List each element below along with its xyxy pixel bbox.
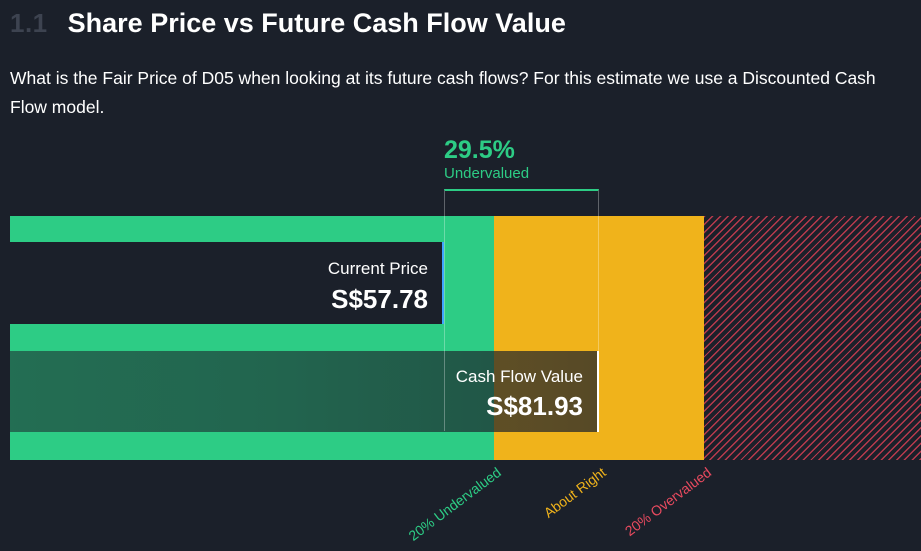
current-price-bar (10, 242, 444, 324)
difference-caption: Undervalued (444, 165, 530, 182)
section-description: What is the Fair Price of D05 when looki… (10, 68, 876, 117)
current-price-value: S$57.78 (331, 284, 428, 314)
difference-bracket (444, 189, 599, 431)
about-right-zone-label: About Right (540, 464, 609, 521)
undervalued-zone-label: 20% Undervalued (405, 464, 504, 544)
difference-label: 29.5% Undervalued (444, 135, 529, 183)
difference-percent: 29.5% (444, 136, 515, 164)
overvalued-zone-label: 20% Overvalued (622, 464, 715, 540)
cash-flow-value-bar (10, 351, 599, 432)
section-number: 1.1 (10, 8, 48, 38)
section-title: Share Price vs Future Cash Flow Value (67, 8, 566, 38)
current-price-label: Current Price (327, 259, 428, 278)
cash-flow-value-value: S$81.93 (486, 391, 583, 421)
cash-flow-value-label: Cash Flow Value (455, 367, 583, 386)
section-header: 1.1 Share Price vs Future Cash Flow Valu… (10, 8, 566, 48)
overvalued-zone (704, 216, 921, 460)
